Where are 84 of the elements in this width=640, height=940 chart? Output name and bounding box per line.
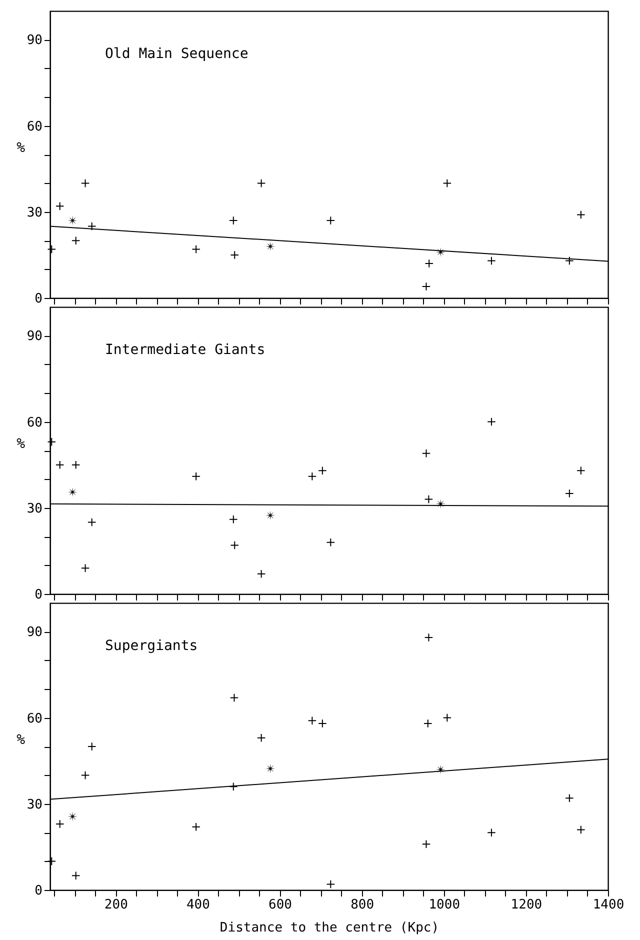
x-tick-label: 800 (350, 898, 374, 912)
point (192, 472, 200, 481)
point (442, 178, 452, 188)
point (256, 734, 266, 742)
point (487, 256, 496, 266)
point (266, 764, 276, 774)
point (87, 222, 96, 231)
point (192, 822, 200, 832)
point (424, 719, 432, 728)
point (422, 448, 431, 458)
text: Intermediate Giants (105, 342, 266, 358)
point (256, 570, 266, 578)
point (192, 244, 200, 254)
point (442, 713, 452, 722)
point (230, 250, 240, 260)
point (229, 216, 238, 225)
y-tick-label: 60 (26, 711, 42, 726)
point (422, 840, 431, 848)
point (87, 518, 96, 527)
x-tick-label: 1200 (510, 898, 542, 912)
text: Old Main Sequence (105, 46, 248, 62)
y-tick-label: 0 (34, 588, 42, 602)
y-tick-label: 90 (26, 625, 42, 640)
y-axis-title: % (16, 436, 26, 452)
point (576, 210, 586, 220)
point (266, 510, 276, 520)
point (308, 472, 317, 481)
point (230, 540, 240, 550)
point (229, 782, 238, 792)
point (565, 489, 574, 498)
x-tick-label: 1000 (428, 898, 460, 912)
text: Supergiants (105, 638, 198, 654)
point (71, 236, 80, 245)
point (424, 494, 434, 504)
point (318, 466, 327, 475)
point (68, 487, 78, 497)
point (422, 282, 431, 291)
y-tick-label: 60 (26, 415, 42, 430)
point (424, 259, 434, 268)
point (68, 216, 78, 226)
point (424, 633, 434, 642)
point (68, 812, 78, 822)
point (47, 438, 56, 446)
point (487, 828, 496, 837)
y-tick-label: 90 (26, 33, 42, 48)
point (576, 825, 586, 834)
point (47, 244, 56, 254)
point (55, 460, 64, 470)
x-tick-label: 1400 (592, 898, 624, 912)
point (326, 216, 336, 225)
y-tick-label: 30 (26, 205, 42, 220)
point (80, 770, 90, 780)
x-tick-label: 200 (104, 898, 128, 912)
point (87, 742, 96, 751)
point (71, 460, 80, 470)
point (326, 880, 336, 889)
y-tick-label: 30 (26, 797, 42, 812)
point (565, 256, 574, 266)
y-tick-label: 90 (26, 329, 42, 344)
x-axis-title: Distance to the centre (Kpc) (220, 920, 440, 936)
point (318, 719, 327, 728)
x-tick-label: 600 (268, 898, 292, 912)
point (80, 564, 90, 573)
point (47, 856, 56, 866)
point (326, 538, 336, 547)
y-tick-label: 60 (26, 119, 42, 134)
point (576, 466, 586, 475)
point (256, 178, 266, 188)
point (565, 794, 574, 803)
point (71, 871, 80, 880)
point (80, 178, 90, 188)
x-tick-label: 400 (186, 898, 210, 912)
point (229, 515, 238, 524)
point (230, 693, 239, 702)
y-axis-title: % (16, 140, 26, 156)
point (308, 716, 317, 726)
point (55, 202, 64, 211)
point (55, 820, 64, 828)
point (266, 242, 276, 252)
y-tick-label: 30 (26, 501, 42, 516)
y-tick-label: 0 (34, 292, 42, 306)
y-tick-label: 0 (34, 884, 42, 898)
point (487, 417, 496, 426)
y-axis-title: % (16, 732, 26, 748)
